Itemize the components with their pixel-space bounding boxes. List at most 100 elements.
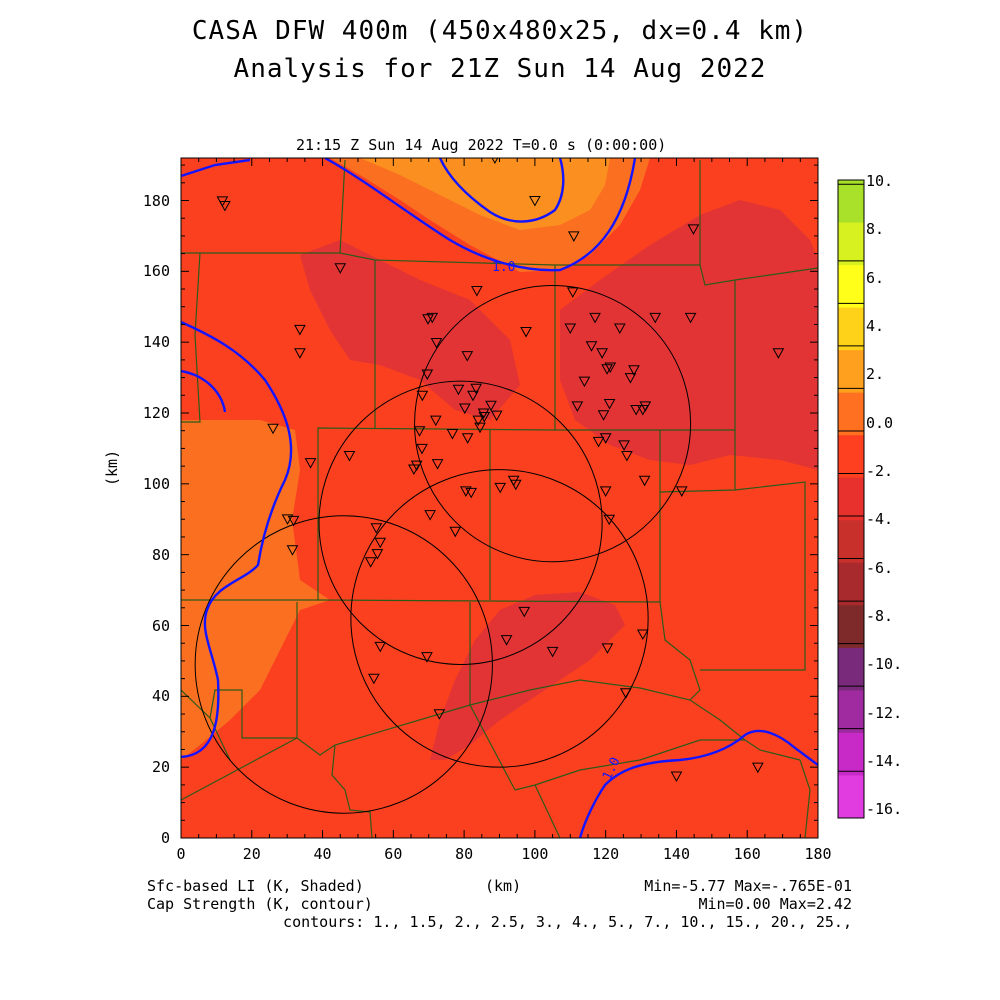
station-marker (219, 200, 231, 212)
station-marker (477, 408, 490, 420)
y-tick-label: 160 (142, 262, 170, 281)
station-marker (509, 479, 522, 491)
station-marker (599, 486, 612, 497)
station-marker (430, 338, 443, 349)
station-marker (294, 324, 306, 336)
station-marker (546, 646, 559, 658)
cap-contour-north (181, 158, 251, 178)
station-marker (449, 526, 462, 538)
station-marker (603, 514, 616, 526)
station-marker (639, 401, 652, 412)
x-tick-label: 180 (804, 845, 832, 863)
cap-contour-se (578, 729, 818, 838)
y-tick-label: 20 (151, 758, 170, 777)
footer-contour-levels: contours: 1., 1.5, 2., 2.5, 3., 4., 5., … (283, 913, 852, 931)
cap-contour-west (181, 320, 293, 759)
station-marker (599, 433, 612, 444)
colorbar-swatch (838, 732, 864, 776)
x-tick-label: 120 (592, 845, 620, 863)
colorbar-label: -16. (866, 800, 903, 819)
station-marker (613, 323, 626, 335)
station-marker (597, 410, 610, 421)
cap-contour-north-arc (438, 158, 565, 223)
colorbar-swatch (838, 265, 864, 309)
colorbar-label: -8. (866, 607, 894, 625)
radar-ring (414, 285, 692, 563)
colorbar-swatch (838, 647, 864, 691)
station-marker (670, 771, 683, 783)
station-marker (368, 673, 380, 685)
y-tick-label: 60 (151, 616, 170, 635)
station-marker (433, 709, 446, 720)
colorbar-label: -4. (866, 510, 894, 529)
y-tick-label: 180 (142, 191, 170, 210)
station-marker (675, 486, 688, 497)
x-tick-label: 20 (242, 845, 261, 863)
station-marker (604, 362, 617, 373)
x-tick-label: 160 (733, 845, 761, 863)
station-marker (470, 383, 482, 395)
station-marker (567, 231, 580, 242)
station-marker (426, 312, 439, 324)
station-marker (461, 351, 474, 362)
station-marker (374, 641, 387, 653)
station-marker (446, 429, 459, 440)
colorbar-swatch (838, 775, 864, 819)
colorbar-label: 6. (866, 268, 885, 287)
station-marker (472, 415, 485, 427)
cap-contour-west-inner (181, 369, 227, 413)
y-tick-label: 80 (151, 545, 170, 564)
station-marker (294, 348, 306, 359)
colorbar-swatch (838, 307, 864, 351)
colorbar-label: 8. (866, 220, 885, 239)
station-marker (474, 422, 486, 434)
x-tick-label: 40 (313, 845, 332, 863)
valid-time-label: 21:15 Z Sun 14 Aug 2022 T=0.0 s (0:00:00… (296, 136, 667, 154)
county-boundaries (181, 159, 818, 838)
colorbar-swatch (838, 180, 864, 224)
station-marker (618, 440, 630, 451)
station-marker (592, 436, 605, 448)
station-marker (638, 475, 651, 487)
colorbar-label: 0.0 (866, 413, 894, 432)
station-marker (334, 263, 347, 274)
colorbar-label: -2. (866, 462, 894, 480)
colorbar-frame (837, 179, 865, 819)
station-marker (478, 412, 491, 423)
station-marker (467, 390, 479, 402)
colorbar-swatch (838, 222, 864, 266)
station-marker (370, 523, 383, 534)
contour-label-north: 1.0 (492, 260, 515, 275)
li-region-central (300, 240, 520, 420)
plot-title: CASA DFW 400m (450x480x25, dx=0.4 km) (191, 16, 809, 46)
radar-rings (194, 285, 692, 814)
radar-ring (318, 380, 603, 665)
y-tick-label: 120 (142, 404, 170, 422)
station-marker (518, 606, 531, 618)
station-marker (494, 482, 507, 494)
station-marker (772, 348, 785, 359)
x-tick-label: 0 (176, 845, 186, 863)
station-marker (624, 373, 637, 384)
colorbar-swatch (838, 690, 864, 734)
station-marker (571, 401, 584, 412)
station-marker (421, 652, 433, 663)
station-marker (287, 515, 300, 527)
y-axis-label: (km) (103, 449, 121, 486)
station-marker (452, 384, 465, 396)
radar-ring (350, 469, 649, 768)
colorbar-label: 2. (866, 365, 885, 384)
plot-subtitle: Analysis for 21Z Sun 14 Aug 2022 (233, 54, 767, 84)
station-marker (304, 458, 317, 469)
cap-contours (181, 158, 818, 838)
station-marker (465, 487, 478, 499)
li-region-east (560, 200, 818, 470)
station-marker (416, 390, 429, 402)
station-marker (286, 545, 299, 556)
station-marker (630, 404, 642, 416)
li-region-south (430, 592, 625, 760)
station-marker (596, 348, 608, 359)
li-region-west (181, 158, 330, 760)
station-markers (216, 158, 785, 783)
colorbar-swatch (838, 605, 864, 649)
